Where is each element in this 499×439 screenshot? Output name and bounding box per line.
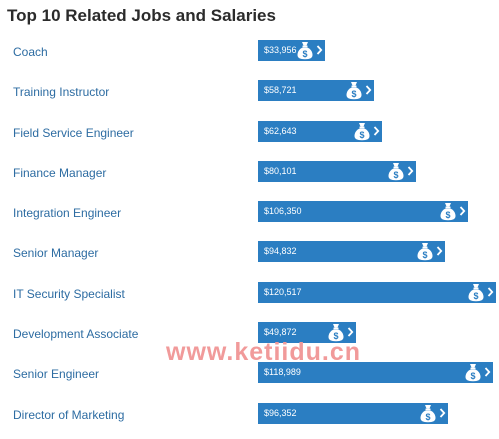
chevron-right-icon bbox=[407, 166, 414, 176]
salary-bar[interactable]: $118,989 $ bbox=[258, 362, 493, 384]
salary-bar[interactable]: $49,872 $ bbox=[258, 322, 356, 344]
salary-label: $118,989 bbox=[264, 367, 301, 378]
related-jobs-chart: Coach $33,956 $ Training Instructor $58,721 $… bbox=[0, 32, 499, 435]
money-bag-icon: $ bbox=[468, 283, 484, 301]
job-row: Development Associate $49,872 $ bbox=[0, 314, 499, 354]
money-bag-icon: $ bbox=[388, 162, 404, 181]
svg-text:$: $ bbox=[425, 412, 430, 422]
money-bag-icon: $ bbox=[465, 364, 481, 382]
svg-text:$: $ bbox=[422, 250, 427, 260]
job-title-link[interactable]: Senior Manager bbox=[13, 246, 99, 261]
page-title: Top 10 Related Jobs and Salaries bbox=[7, 6, 276, 25]
job-title-link[interactable]: Integration Engineer bbox=[13, 206, 122, 221]
salary-label: $120,517 bbox=[264, 286, 302, 297]
job-row: Field Service Engineer $62,643 $ bbox=[0, 113, 499, 153]
chevron-right-icon bbox=[365, 85, 372, 95]
job-row: IT Security Specialist $120,517 $ bbox=[0, 274, 499, 314]
svg-text:$: $ bbox=[470, 371, 475, 381]
salary-label: $96,352 bbox=[264, 407, 297, 418]
job-title-link[interactable]: Training Instructor bbox=[13, 85, 110, 100]
chevron-right-icon bbox=[373, 125, 380, 136]
svg-text:$: $ bbox=[351, 89, 356, 99]
chevron-right-icon bbox=[487, 287, 494, 297]
job-row: Director of Marketing $96,352 $ bbox=[0, 395, 499, 435]
job-row: Finance Manager $80,101 $ bbox=[0, 153, 499, 193]
svg-text:$: $ bbox=[445, 210, 450, 220]
job-title-link[interactable]: Finance Manager bbox=[13, 165, 107, 180]
salary-label: $33,956 bbox=[264, 45, 297, 55]
svg-text:$: $ bbox=[473, 291, 478, 301]
money-bag-icon: $ bbox=[420, 404, 436, 422]
money-bag-icon: $ bbox=[440, 203, 456, 221]
job-title-link[interactable]: Coach bbox=[13, 45, 48, 59]
chevron-right-icon bbox=[439, 408, 446, 418]
job-row: Integration Engineer $106,350 $ bbox=[0, 193, 499, 233]
salary-bar[interactable]: $80,101 $ bbox=[258, 160, 416, 182]
job-title-link[interactable]: Senior Engineer bbox=[13, 367, 100, 382]
money-bag-icon: $ bbox=[346, 82, 362, 100]
salary-bar[interactable]: $94,832 $ bbox=[258, 241, 445, 263]
job-title-link[interactable]: Development Associate bbox=[13, 327, 139, 342]
svg-text:$: $ bbox=[393, 170, 398, 180]
chevron-right-icon bbox=[484, 367, 491, 377]
chevron-right-icon bbox=[347, 327, 354, 337]
salary-bar[interactable]: $33,956 $ bbox=[258, 40, 325, 61]
job-title-link[interactable]: Field Service Engineer bbox=[13, 125, 134, 140]
salary-label: $58,721 bbox=[264, 85, 297, 96]
job-row: Senior Engineer $118,989 $ bbox=[0, 354, 499, 394]
salary-bar[interactable]: $106,350 $ bbox=[258, 201, 468, 223]
salary-label: $49,872 bbox=[264, 327, 297, 338]
chevron-right-icon bbox=[459, 206, 466, 216]
job-row: Training Instructor $58,721 $ bbox=[0, 72, 499, 112]
salary-label: $62,643 bbox=[264, 125, 297, 136]
money-bag-icon: $ bbox=[354, 122, 370, 140]
svg-text:$: $ bbox=[302, 49, 307, 59]
svg-text:$: $ bbox=[359, 130, 364, 140]
salary-label: $80,101 bbox=[264, 165, 297, 176]
salary-label: $106,350 bbox=[264, 206, 302, 217]
job-row: Senior Manager $94,832 $ bbox=[0, 233, 499, 273]
money-bag-icon: $ bbox=[417, 243, 433, 261]
salary-label: $94,832 bbox=[264, 246, 297, 257]
chevron-right-icon bbox=[436, 246, 443, 257]
salary-bar[interactable]: $120,517 $ bbox=[258, 281, 496, 303]
job-title-link[interactable]: IT Security Specialist bbox=[13, 286, 125, 301]
svg-text:$: $ bbox=[333, 331, 338, 341]
money-bag-icon: $ bbox=[297, 42, 313, 60]
salary-bar[interactable]: $62,643 $ bbox=[258, 120, 382, 142]
money-bag-icon: $ bbox=[328, 324, 344, 342]
chevron-right-icon bbox=[316, 45, 323, 55]
job-row: Coach $33,956 $ bbox=[0, 32, 499, 72]
job-title-link[interactable]: Director of Marketing bbox=[13, 407, 125, 422]
salary-bar[interactable]: $58,721 $ bbox=[258, 80, 374, 102]
salary-bar[interactable]: $96,352 $ bbox=[258, 402, 448, 424]
